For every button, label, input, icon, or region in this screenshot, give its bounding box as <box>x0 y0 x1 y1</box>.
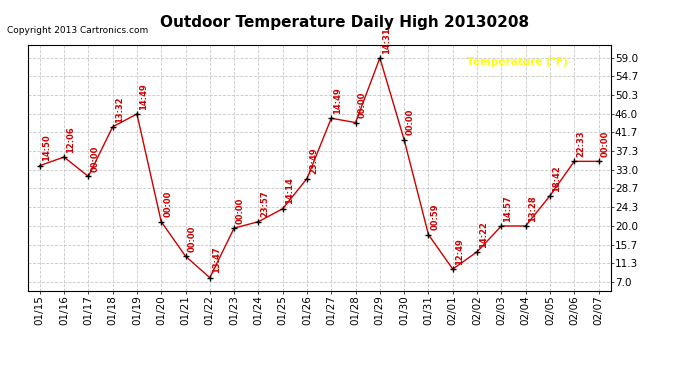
Text: 12:06: 12:06 <box>66 126 75 153</box>
Text: 13:47: 13:47 <box>212 247 221 273</box>
Text: 13:28: 13:28 <box>528 195 537 222</box>
Text: 14:57: 14:57 <box>503 195 512 222</box>
Text: 00:00: 00:00 <box>600 130 609 157</box>
Text: 00:00: 00:00 <box>236 198 245 224</box>
Text: 00:00: 00:00 <box>406 109 415 135</box>
Text: 23:49: 23:49 <box>309 148 318 174</box>
Text: 14:49: 14:49 <box>333 87 342 114</box>
Text: 18:42: 18:42 <box>552 165 561 192</box>
Text: Copyright 2013 Cartronics.com: Copyright 2013 Cartronics.com <box>7 26 148 35</box>
Text: 14:31: 14:31 <box>382 27 391 54</box>
Text: 00:00: 00:00 <box>188 225 197 252</box>
Text: 22:33: 22:33 <box>576 130 585 157</box>
Text: 12:49: 12:49 <box>455 238 464 265</box>
Text: 00:00: 00:00 <box>163 191 172 217</box>
Text: 00:59: 00:59 <box>431 204 440 230</box>
Text: 14:14: 14:14 <box>285 178 294 204</box>
Text: 23:57: 23:57 <box>260 191 269 217</box>
Text: 00:00: 00:00 <box>357 92 366 118</box>
Text: 13:32: 13:32 <box>115 96 124 123</box>
Text: 14:50: 14:50 <box>41 135 50 161</box>
Text: 14:22: 14:22 <box>479 220 488 248</box>
Text: Outdoor Temperature Daily High 20130208: Outdoor Temperature Daily High 20130208 <box>161 15 529 30</box>
Text: 14:49: 14:49 <box>139 83 148 110</box>
Text: 00:00: 00:00 <box>90 146 99 172</box>
